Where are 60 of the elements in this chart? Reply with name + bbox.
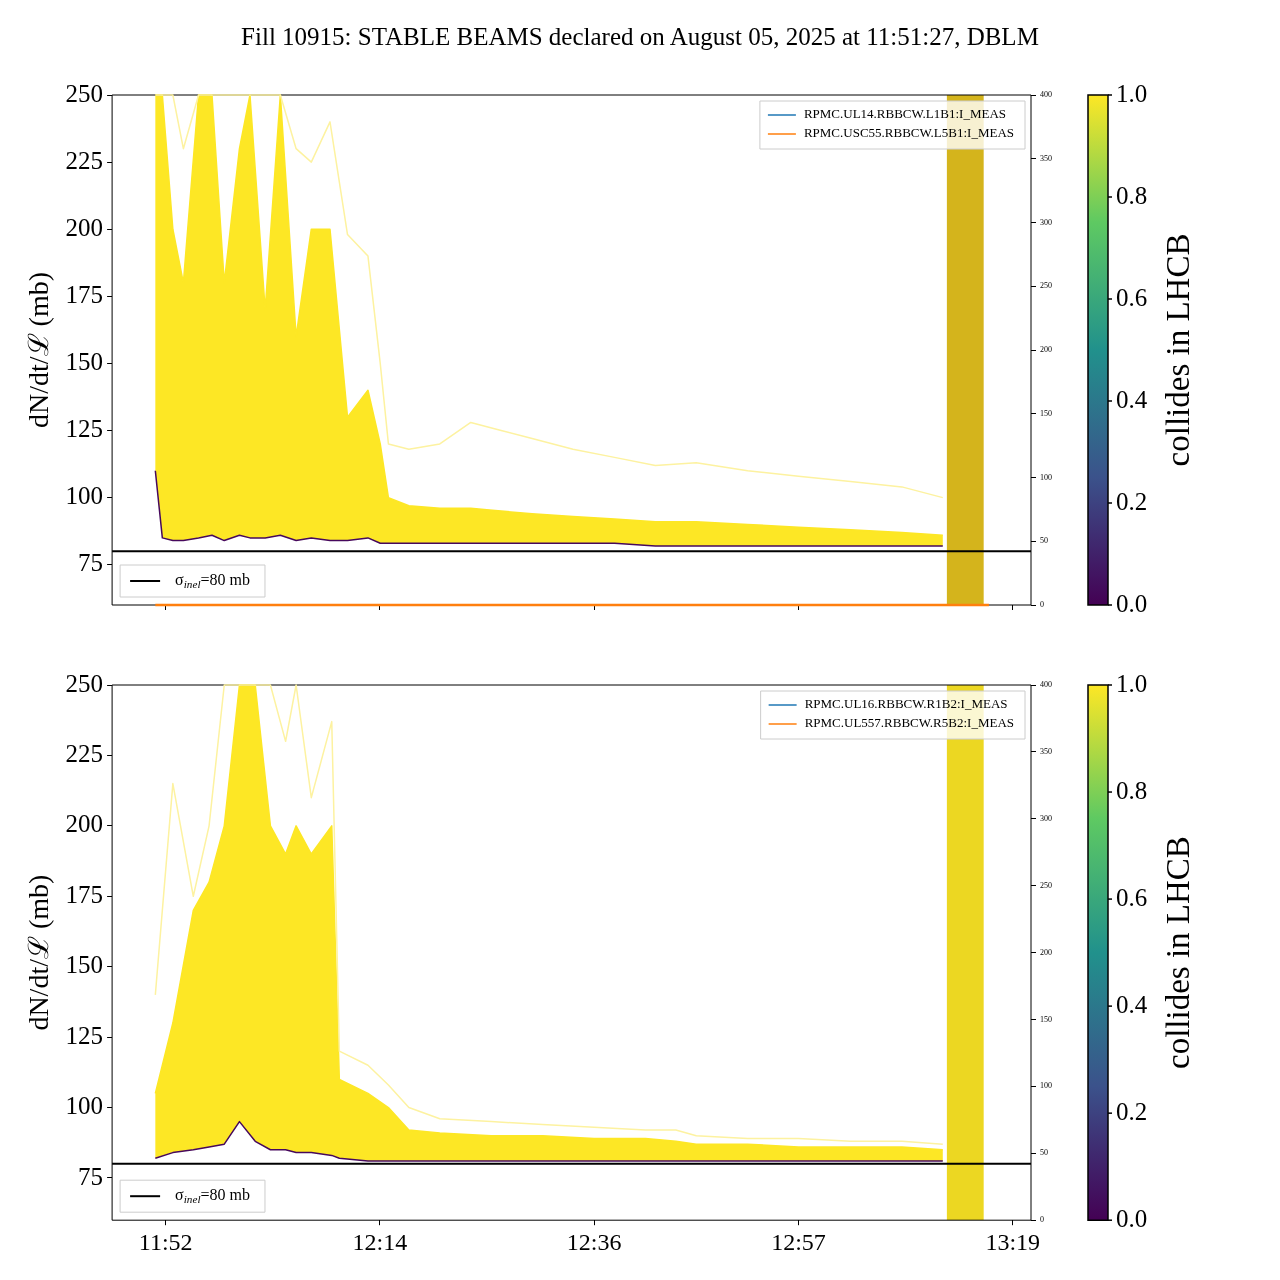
y2-tick-label: 150	[1040, 1014, 1052, 1024]
y-tick-label: 150	[65, 347, 104, 375]
y-axis-title: dN/dt/ℒ (mb)	[23, 272, 55, 428]
chart-title: Fill 10915: STABLE BEAMS declared on August 05, 2025 at 11:51:27, DBLM	[240, 22, 1040, 52]
x-tick-label: 12:57	[771, 1228, 826, 1255]
color-bar-label: 0.4	[1116, 385, 1148, 413]
color-bar-title: collides in LHCB	[1159, 233, 1196, 467]
y2-tick-label: 250	[1040, 880, 1052, 890]
legend-label: RPMC.UL557.RBBCW.R5B2:I_MEAS	[804, 715, 1014, 731]
color-bar-label: 0.6	[1116, 883, 1148, 911]
y-axis-title: dN/dt/ℒ (mb)	[23, 874, 55, 1031]
y-tick-label: 75	[78, 1162, 104, 1190]
y2-tick-label: 300	[1040, 217, 1052, 227]
y-tick-label: 200	[65, 213, 104, 241]
x-tick-label: 12:36	[566, 1228, 622, 1255]
y-tick-label: 175	[65, 880, 104, 908]
x-tick-label: 13:19	[985, 1228, 1041, 1255]
y-tick-label: 100	[65, 1092, 104, 1120]
legend-label: RPMC.USC55.RBBCW.L5B1:I_MEAS	[803, 125, 1015, 141]
y-tick-label: 250	[65, 669, 104, 697]
color-bar-label: 1.0	[1116, 79, 1148, 107]
color-bar-label: 0.8	[1116, 776, 1148, 804]
y2-tick-label: 400	[1040, 680, 1052, 690]
y2-tick-label: 300	[1040, 813, 1052, 823]
y2-tick-label: 150	[1040, 408, 1052, 418]
y-tick-label: 175	[65, 280, 104, 308]
y-tick-label: 100	[65, 482, 104, 510]
y2-tick-label: 250	[1040, 281, 1052, 291]
x-tick-label: 12:14	[352, 1228, 408, 1255]
y-tick-label: 75	[78, 549, 104, 577]
y2-tick-label: 200	[1040, 947, 1052, 957]
y-tick-label: 250	[65, 79, 104, 107]
y2-tick-label: 350	[1040, 153, 1052, 163]
legend-label: RPMC.UL14.RBBCW.L1B1:I_MEAS	[803, 106, 1007, 122]
y2-tick-label: 0	[1040, 600, 1044, 610]
color-bar-label: 0.4	[1116, 990, 1148, 1018]
color-bar-label: 0.6	[1116, 283, 1148, 311]
y-tick-label: 200	[65, 810, 104, 838]
y-tick-label: 125	[65, 415, 104, 443]
legend-label: RPMC.UL16.RBBCW.R1B2:I_MEAS	[804, 696, 1008, 712]
color-bar-label: 1.0	[1116, 669, 1148, 697]
y-tick-label: 225	[65, 739, 104, 767]
y2-tick-label: 350	[1040, 746, 1052, 756]
y-tick-label: 125	[65, 1021, 104, 1049]
y2-tick-label: 0	[1040, 1215, 1044, 1225]
y2-tick-label: 50	[1040, 1148, 1048, 1158]
y2-tick-label: 100	[1040, 472, 1052, 482]
y-tick-label: 150	[65, 951, 104, 979]
color-bar-label: 0.0	[1116, 589, 1148, 617]
y2-tick-label: 50	[1040, 536, 1048, 546]
y2-tick-label: 200	[1040, 345, 1052, 355]
x-tick-label: 11:52	[138, 1228, 193, 1255]
y2-tick-label: 400	[1040, 90, 1052, 100]
y-tick-label: 225	[65, 146, 104, 174]
color-bar-label: 0.2	[1116, 1097, 1148, 1125]
y2-tick-label: 100	[1040, 1081, 1052, 1091]
color-bar-label: 0.8	[1116, 181, 1148, 209]
color-bar-label: 0.0	[1116, 1204, 1148, 1232]
color-bar-title: collides in LHCB	[1159, 836, 1196, 1070]
color-bar-label: 0.2	[1116, 487, 1148, 515]
